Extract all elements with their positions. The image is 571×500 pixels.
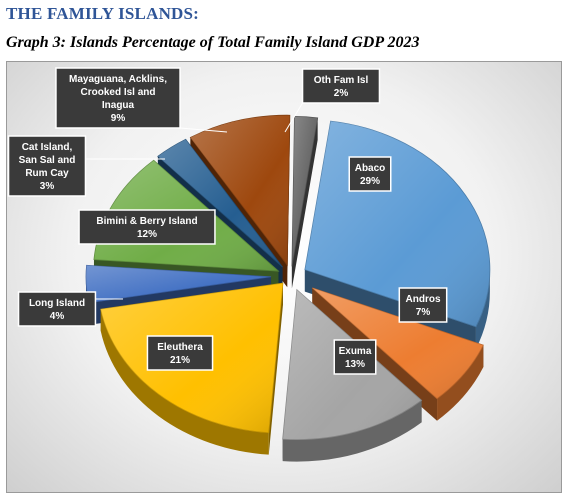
pie-slice-rim xyxy=(475,269,490,349)
data-label-value: 3% xyxy=(40,181,55,192)
pie-slice-cut-face xyxy=(291,117,318,289)
pie-slice-highlight xyxy=(157,139,283,268)
data-label-name: Rum Cay xyxy=(25,168,69,179)
data-label-name: Abaco xyxy=(355,163,386,174)
data-label-2: Exuma 13% xyxy=(333,339,377,375)
data-label-0: Abaco 29% xyxy=(348,156,392,192)
data-label-name: Exuma xyxy=(339,346,372,357)
data-label-7: Mayaguana, Acklins, Crooked Isl and Inagua… xyxy=(55,67,181,129)
data-label-value: 2% xyxy=(334,88,349,99)
data-label-value: 29% xyxy=(360,176,380,187)
data-label-value: 4% xyxy=(50,311,65,322)
data-label-name: Mayaguana, Acklins, xyxy=(69,74,167,85)
data-label-5: Bimini & Berry Island 12% xyxy=(78,209,216,245)
pie-slice-rim xyxy=(100,309,269,455)
data-label-name: Oth Fam Isl xyxy=(314,75,369,86)
data-label-name: Eleuthera xyxy=(157,342,203,353)
data-label-box xyxy=(17,291,97,327)
section-heading: THE FAMILY ISLANDS: xyxy=(6,4,200,23)
data-label-box xyxy=(7,135,87,197)
pie-slice-cut-face xyxy=(268,283,283,455)
data-label-name: Long Island xyxy=(29,298,85,309)
data-label-box xyxy=(55,67,181,129)
data-label-name: Andros xyxy=(406,294,441,305)
data-label-box xyxy=(333,339,377,375)
data-label-6: Cat Island, San Sal and Rum Cay 3% xyxy=(7,135,87,197)
data-label-name: Crooked Isl and xyxy=(80,87,155,98)
data-label-name: Inagua xyxy=(102,100,135,111)
label-leader-line xyxy=(284,102,303,133)
data-label-box xyxy=(398,287,448,323)
data-label-value: 12% xyxy=(137,229,157,240)
data-label-box xyxy=(78,209,216,245)
data-label-box xyxy=(146,335,214,371)
label-leader-line xyxy=(180,127,228,133)
data-label-3: Eleuthera 21% xyxy=(146,335,214,371)
pie-slice-highlight xyxy=(190,115,290,266)
graph-subtitle: Graph 3: Islands Percentage of Total Fam… xyxy=(6,34,420,51)
pie-slice-highlight xyxy=(291,116,318,267)
chart-area: Abaco 29% Andros 7% Exuma 13% Eleuthera 21% Long… xyxy=(6,61,562,493)
data-label-value: 21% xyxy=(170,355,190,366)
data-label-8: Oth Fam Isl 2% xyxy=(301,68,381,104)
pie-slice-highlight xyxy=(312,287,484,399)
data-label-value: 7% xyxy=(416,307,431,318)
data-label-value: 13% xyxy=(345,359,365,370)
data-label-box xyxy=(348,156,392,192)
data-label-4: Long Island 4% xyxy=(17,291,97,327)
data-label-value: 9% xyxy=(111,113,126,124)
data-label-name: Cat Island, xyxy=(22,142,73,153)
pie-slice-highlight xyxy=(86,265,272,303)
pie-slice-rim xyxy=(282,400,422,462)
pie-chart: Abaco 29% Andros 7% Exuma 13% Eleuthera 21% Long… xyxy=(7,67,491,462)
data-label-box xyxy=(301,68,381,104)
data-label-1: Andros 7% xyxy=(398,287,448,323)
data-label-name: Bimini & Berry Island xyxy=(96,216,197,227)
data-label-name: San Sal and xyxy=(19,155,76,166)
